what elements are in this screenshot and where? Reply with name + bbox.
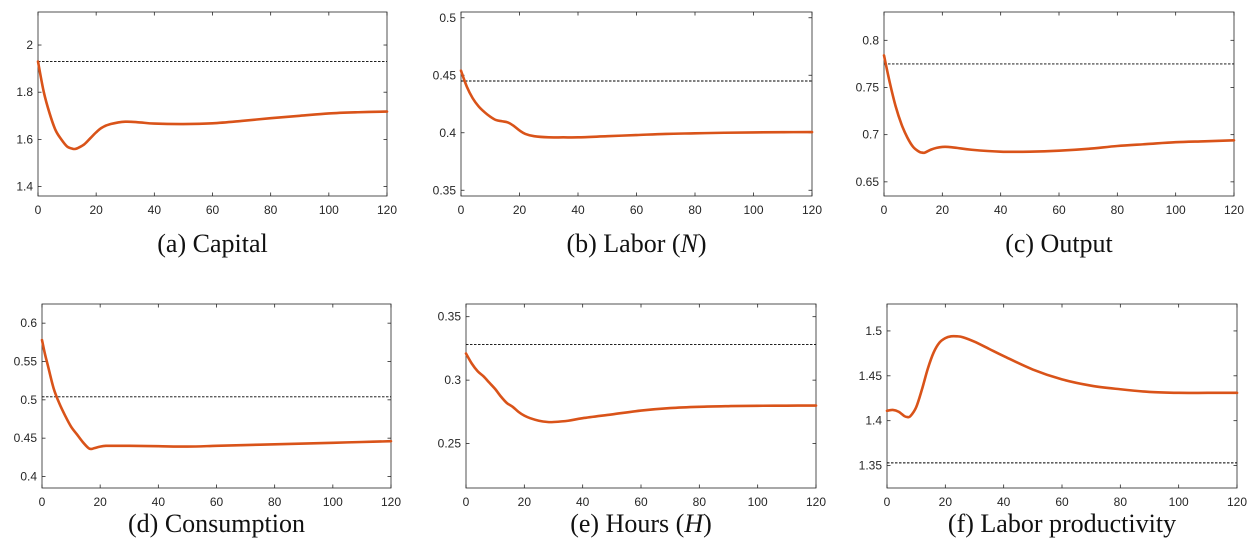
chart-panel: 0 20 40 60 80 100 120 0.4 0.45 0.5 0.55 0.6 (d) Cons… [14,303,401,538]
x-tick-label: 20 [518,495,532,509]
y-tick-label: 0.75 [856,80,880,94]
panel-caption: (c) Output [1005,229,1113,258]
x-tick-label: 20 [93,495,107,509]
x-tick-label: 80 [264,203,278,217]
series-line [40,338,393,451]
y-tick-label: 0.25 [438,437,462,451]
y-tick-label: 1.4 [865,414,882,428]
y-tick-label: 1.4 [16,180,33,194]
x-tick-label: 80 [688,203,702,217]
x-tick-label: 100 [748,495,768,509]
series-line [459,69,814,139]
chart-panel: 0 20 40 60 80 100 120 1.4 1.6 1.8 2 (a) Capital [16,11,397,258]
x-tick-label: 40 [571,203,585,217]
x-tick-label: 40 [576,495,590,509]
x-tick-label: 80 [1114,495,1128,509]
x-tick-label: 120 [802,203,822,217]
axes-frame [883,11,1235,197]
x-tick-label: 120 [1224,203,1244,217]
x-tick-label: 20 [89,203,103,217]
axes-frame [41,303,392,489]
x-tick-label: 40 [148,203,162,217]
x-tick-label: 60 [630,203,644,217]
panel-caption: (f) Labor productivity [948,509,1176,538]
x-tick-label: 100 [1169,495,1189,509]
axes-frame [460,11,813,197]
y-tick-label: 0.55 [14,355,38,369]
series-line [36,60,389,151]
panel-caption: (d) Consumption [128,509,305,538]
y-tick-label: 0.6 [20,316,37,330]
panel-caption: (b) Labor (N) [566,229,706,258]
y-tick-label: 0.45 [433,68,457,82]
y-tick-label: 1.8 [16,85,33,99]
x-tick-label: 100 [1166,203,1186,217]
y-tick-label: 0.65 [856,175,880,189]
x-tick-label: 0 [884,495,891,509]
y-tick-label: 0.3 [444,373,461,387]
x-tick-label: 40 [994,203,1008,217]
x-tick-label: 60 [634,495,648,509]
x-tick-label: 40 [997,495,1011,509]
y-tick-label: 1.35 [859,459,883,473]
y-tick-label: 1.6 [16,132,33,146]
x-tick-label: 0 [881,203,888,217]
series-line [882,54,1236,155]
x-tick-label: 80 [693,495,707,509]
y-tick-label: 0.5 [439,11,456,25]
y-tick-label: 2 [26,38,33,52]
y-tick-label: 0.4 [439,126,456,140]
y-tick-label: 0.45 [14,431,38,445]
y-tick-label: 0.8 [862,33,879,47]
axes-frame [37,11,388,197]
y-tick-label: 1.5 [865,324,882,338]
chart-panel: 0 20 40 60 80 100 120 0.35 0.4 0.45 0.5 (b) Labor (… [433,11,823,258]
x-tick-label: 40 [152,495,166,509]
panel-caption: (e) Hours (H) [570,509,712,538]
x-tick-label: 0 [458,203,465,217]
series-line [464,352,818,424]
x-tick-label: 100 [319,203,339,217]
x-tick-label: 60 [1052,203,1066,217]
x-tick-label: 120 [806,495,826,509]
chart-panel: 0 20 40 60 80 100 120 1.35 1.4 1.45 1.5 (f) Labor p… [859,303,1247,538]
y-tick-label: 0.7 [862,128,879,142]
x-tick-label: 60 [206,203,220,217]
chart-panel: 0 20 40 60 80 100 120 0.25 0.3 0.35 (e) Hours (H) [438,303,826,538]
x-tick-label: 20 [936,203,950,217]
x-tick-label: 120 [1227,495,1247,509]
panel-caption: (a) Capital [157,229,267,258]
x-tick-label: 120 [381,495,401,509]
x-tick-label: 80 [1111,203,1125,217]
x-tick-label: 60 [210,495,224,509]
x-tick-label: 20 [513,203,527,217]
x-tick-label: 80 [268,495,282,509]
x-tick-label: 0 [463,495,470,509]
axes-frame [465,303,817,489]
x-tick-label: 100 [743,203,763,217]
x-tick-label: 100 [323,495,343,509]
x-tick-label: 120 [377,203,397,217]
y-tick-label: 1.45 [859,369,883,383]
series-line [885,334,1239,419]
y-tick-label: 0.5 [20,393,37,407]
x-tick-label: 20 [939,495,953,509]
chart-panel: 0 20 40 60 80 100 120 0.65 0.7 0.75 0.8 (c) Output [856,11,1244,258]
x-tick-label: 60 [1055,495,1069,509]
y-tick-label: 0.4 [20,470,37,484]
x-tick-label: 0 [39,495,46,509]
x-tick-label: 0 [35,203,42,217]
axes-frame [886,303,1238,489]
y-tick-label: 0.35 [438,310,462,324]
y-tick-label: 0.35 [433,183,457,197]
